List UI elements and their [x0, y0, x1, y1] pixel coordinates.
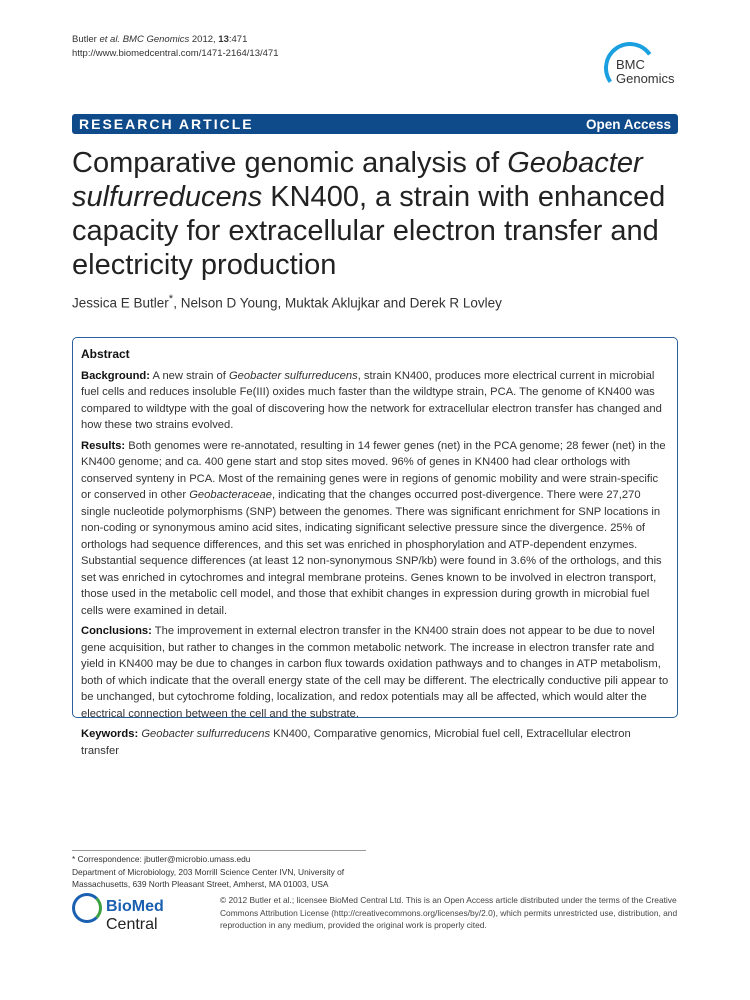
footnote-divider	[72, 850, 366, 851]
open-access-label: Open Access	[585, 116, 671, 132]
background-label: Background:	[81, 369, 150, 382]
results-text-a: Both genomes were re-annotated, resultin…	[81, 439, 666, 502]
results-family: Geobacteraceae	[189, 489, 272, 501]
citation-authors: Butler	[72, 34, 97, 45]
citation-header: Butler et al. BMC Genomics 2012, 13:471 …	[72, 33, 279, 61]
results-label: Results:	[81, 439, 126, 452]
affiliation-line2: Massachusetts, 639 North Pleasant Street…	[72, 879, 329, 889]
biomed-central-logo: BioMed Central	[72, 893, 212, 933]
title-part1: Comparative genomic analysis of	[72, 147, 508, 179]
citation-journal: BMC Genomics	[122, 34, 190, 45]
article-url[interactable]: http://www.biomedcentral.com/1471-2164/1…	[72, 48, 279, 59]
logo-rest: Central	[106, 916, 158, 933]
logo-line2: Genomics	[616, 71, 675, 86]
background-text-b: , strain KN400, produces more electrical…	[81, 369, 662, 432]
citation-etal: et al.	[99, 34, 121, 45]
abstract-box: Abstract Background: A new strain of Geo…	[72, 337, 678, 757]
results-text-b: , indicating that the changes occurred p…	[81, 489, 662, 617]
license-text: © 2012 Butler et al.; licensee BioMed Ce…	[220, 895, 678, 930]
background-text-a: A new strain of	[150, 369, 229, 382]
correspondence-footnote: * Correspondence: jbutler@microbio.umass…	[72, 853, 344, 891]
background-species: Geobacter sulfurreducens	[228, 369, 358, 382]
citation-volume: 13	[218, 34, 229, 45]
bmc-circle-icon	[72, 893, 102, 923]
abstract-background: Background: A new strain of Geobacter su…	[81, 368, 669, 434]
article-title: Comparative genomic analysis of Geobacte…	[72, 146, 692, 282]
abstract-conclusions: Conclusions: The improvement in external…	[81, 623, 669, 722]
title-species: Geobacter sulfurreducens	[72, 147, 643, 213]
logo-line1: BMC	[616, 57, 645, 72]
article-type-banner: RESEARCH ARTICLE Open Access	[72, 114, 678, 134]
conclusions-label: Conclusions:	[81, 625, 152, 637]
author-first: Jessica E Butler	[72, 295, 169, 311]
author-list: Jessica E Butler*, Nelson D Young, Mukta…	[72, 293, 502, 311]
conclusions-text: The improvement in external electron tra…	[81, 625, 669, 720]
bmc-genomics-logo: BMC Genomics	[599, 37, 684, 99]
abstract-results: Results: Both genomes were re-annotated,…	[81, 438, 669, 620]
correspondence-label: * Correspondence:	[72, 854, 145, 864]
logo-bold: BioMed	[106, 898, 164, 915]
citation-line: Butler et al. BMC Genomics 2012, 13:471	[72, 33, 279, 47]
abstract-heading: Abstract	[81, 347, 130, 361]
abstract-keywords: Keywords: Geobacter sulfurreducens KN400…	[81, 726, 669, 759]
keywords-text: KN400, Comparative genomics, Microbial f…	[81, 728, 631, 757]
citation-article: :471	[228, 34, 248, 45]
affiliation-line1: Department of Microbiology, 203 Morrill …	[72, 866, 345, 877]
title-part2: KN400, a strain with enhanced capacity f…	[72, 181, 666, 281]
citation-year: 2012,	[191, 34, 216, 45]
keywords-label: Keywords:	[81, 728, 139, 740]
correspondence-email[interactable]: jbutler@microbio.umass.edu	[144, 854, 251, 864]
author-rest: , Nelson D Young, Muktak Aklujkar and De…	[173, 295, 502, 311]
keywords-species: Geobacter sulfurreducens	[141, 728, 271, 740]
corresponding-mark: *	[168, 293, 174, 305]
article-type: RESEARCH ARTICLE	[79, 116, 254, 132]
